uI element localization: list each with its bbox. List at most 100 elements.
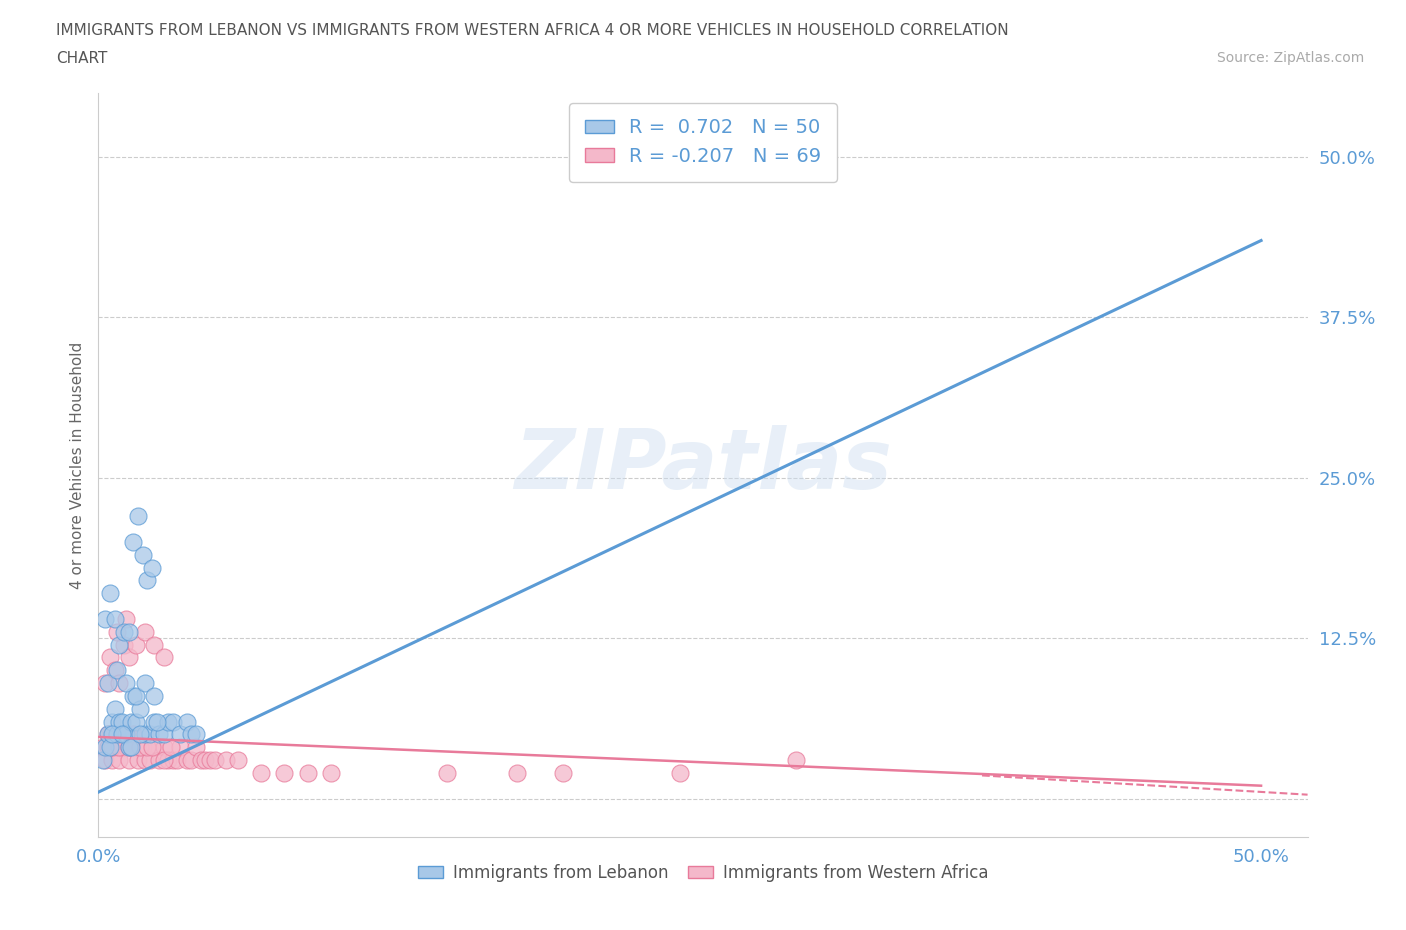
Point xyxy=(157,752,180,767)
Point xyxy=(138,727,160,742)
Point xyxy=(127,752,149,767)
Point xyxy=(162,752,184,767)
Point xyxy=(143,688,166,703)
Text: ZIPatlas: ZIPatlas xyxy=(515,424,891,506)
Point xyxy=(226,752,249,767)
Point xyxy=(122,727,145,742)
Point xyxy=(118,650,141,665)
Point xyxy=(143,739,166,754)
Point xyxy=(104,739,127,754)
Point xyxy=(134,752,156,767)
Point xyxy=(204,752,226,767)
Point xyxy=(97,727,120,742)
Point xyxy=(118,739,141,754)
Point xyxy=(273,765,295,780)
Point xyxy=(169,739,191,754)
Point xyxy=(111,727,134,742)
Y-axis label: 4 or more Vehicles in Household: 4 or more Vehicles in Household xyxy=(69,341,84,589)
Point xyxy=(111,739,134,754)
Point xyxy=(91,739,114,754)
Point xyxy=(129,701,152,716)
Point xyxy=(162,714,184,729)
Point xyxy=(297,765,319,780)
Point xyxy=(506,765,529,780)
Point xyxy=(115,739,138,754)
Point xyxy=(118,752,141,767)
Point xyxy=(194,752,217,767)
Point xyxy=(112,727,135,742)
Point xyxy=(138,752,160,767)
Point xyxy=(152,650,174,665)
Point xyxy=(127,509,149,524)
Point xyxy=(159,739,181,754)
Point xyxy=(785,752,807,767)
Point xyxy=(131,739,153,754)
Point xyxy=(553,765,575,780)
Point xyxy=(98,739,121,754)
Legend: Immigrants from Lebanon, Immigrants from Western Africa: Immigrants from Lebanon, Immigrants from… xyxy=(411,857,995,888)
Point xyxy=(105,727,128,742)
Point xyxy=(104,701,127,716)
Text: CHART: CHART xyxy=(56,51,108,66)
Point xyxy=(94,675,117,690)
Text: IMMIGRANTS FROM LEBANON VS IMMIGRANTS FROM WESTERN AFRICA 4 OR MORE VEHICLES IN : IMMIGRANTS FROM LEBANON VS IMMIGRANTS FR… xyxy=(56,23,1010,38)
Point xyxy=(122,535,145,550)
Point xyxy=(129,739,152,754)
Point xyxy=(134,675,156,690)
Point xyxy=(250,765,273,780)
Point xyxy=(112,727,135,742)
Point xyxy=(108,714,131,729)
Point xyxy=(124,739,146,754)
Point xyxy=(143,714,166,729)
Point xyxy=(129,739,152,754)
Point xyxy=(152,727,174,742)
Point xyxy=(166,752,188,767)
Point xyxy=(124,714,146,729)
Point xyxy=(134,727,156,742)
Point xyxy=(115,675,138,690)
Point xyxy=(97,739,120,754)
Point xyxy=(141,560,163,575)
Point xyxy=(97,675,120,690)
Point xyxy=(118,739,141,754)
Point xyxy=(131,548,153,563)
Point xyxy=(145,714,167,729)
Point xyxy=(122,727,145,742)
Point xyxy=(120,739,142,754)
Point xyxy=(120,714,142,729)
Point xyxy=(122,688,145,703)
Point xyxy=(190,752,212,767)
Point xyxy=(152,739,174,754)
Point xyxy=(152,752,174,767)
Point xyxy=(129,727,152,742)
Point xyxy=(108,637,131,652)
Point xyxy=(101,727,124,742)
Point xyxy=(115,612,138,627)
Text: Source: ZipAtlas.com: Source: ZipAtlas.com xyxy=(1216,51,1364,65)
Point xyxy=(101,739,124,754)
Point xyxy=(108,739,131,754)
Point xyxy=(94,612,117,627)
Point xyxy=(319,765,342,780)
Point xyxy=(101,714,124,729)
Point xyxy=(98,727,121,742)
Point xyxy=(143,637,166,652)
Point xyxy=(124,688,146,703)
Point xyxy=(112,637,135,652)
Point xyxy=(108,752,131,767)
Point xyxy=(97,727,120,742)
Point xyxy=(112,624,135,639)
Point xyxy=(176,752,198,767)
Point xyxy=(136,739,159,754)
Point xyxy=(94,752,117,767)
Point xyxy=(118,624,141,639)
Point xyxy=(148,752,170,767)
Point xyxy=(157,714,180,729)
Point xyxy=(436,765,458,780)
Point xyxy=(111,714,134,729)
Point xyxy=(115,727,138,742)
Point xyxy=(134,624,156,639)
Point xyxy=(101,752,124,767)
Point xyxy=(94,739,117,754)
Point xyxy=(104,612,127,627)
